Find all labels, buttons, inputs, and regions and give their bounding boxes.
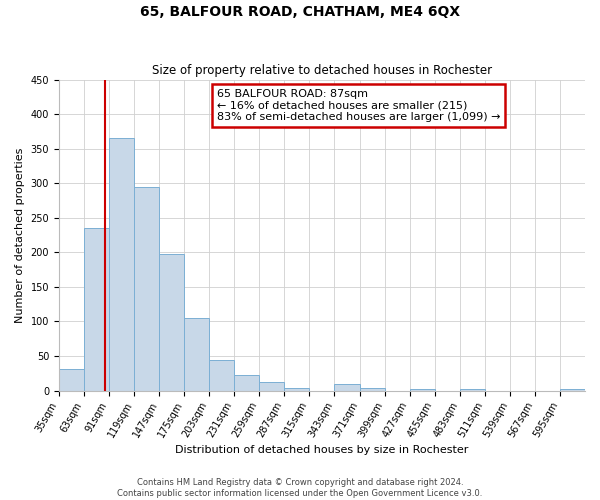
Text: Contains HM Land Registry data © Crown copyright and database right 2024.
Contai: Contains HM Land Registry data © Crown c… — [118, 478, 482, 498]
Bar — [184, 318, 209, 390]
Bar — [209, 360, 234, 390]
Title: Size of property relative to detached houses in Rochester: Size of property relative to detached ho… — [152, 64, 492, 77]
Bar — [460, 389, 485, 390]
Bar — [84, 228, 109, 390]
Y-axis label: Number of detached properties: Number of detached properties — [15, 148, 25, 323]
Bar — [359, 388, 385, 390]
Bar — [134, 186, 159, 390]
Bar — [159, 254, 184, 390]
Bar — [234, 376, 259, 390]
Bar — [259, 382, 284, 390]
Bar — [284, 388, 310, 390]
Bar — [410, 389, 434, 390]
Text: 65, BALFOUR ROAD, CHATHAM, ME4 6QX: 65, BALFOUR ROAD, CHATHAM, ME4 6QX — [140, 5, 460, 19]
Bar — [560, 389, 585, 390]
Text: 65 BALFOUR ROAD: 87sqm
← 16% of detached houses are smaller (215)
83% of semi-de: 65 BALFOUR ROAD: 87sqm ← 16% of detached… — [217, 89, 500, 122]
X-axis label: Distribution of detached houses by size in Rochester: Distribution of detached houses by size … — [175, 445, 469, 455]
Bar — [59, 368, 84, 390]
Bar — [334, 384, 359, 390]
Bar — [109, 138, 134, 390]
